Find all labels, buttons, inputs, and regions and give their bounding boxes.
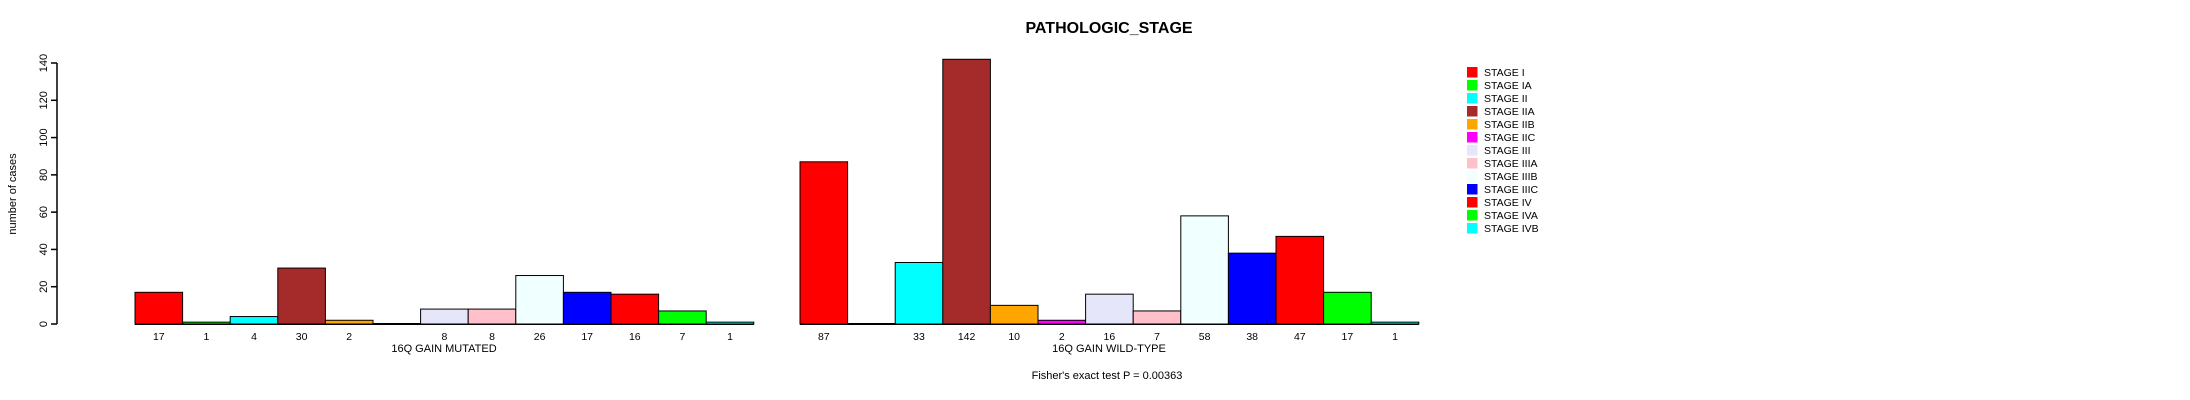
- bar-16q-gain-wild-type-stage-iv: [1275, 235, 1325, 325]
- legend-swatch-stage-iia: [1467, 106, 1478, 117]
- bar-16q-gain-mutated-stage-iii: [420, 308, 469, 325]
- bar-16q-gain-wild-type-stage-iiia: [1132, 310, 1182, 325]
- bar-count-16q-gain-wild-type-stage-iia: 142: [958, 331, 976, 343]
- legend-swatch-stage-i: [1467, 67, 1478, 78]
- bar-count-16q-gain-mutated-stage-iii: 8: [441, 331, 447, 343]
- bar-count-16q-gain-wild-type-stage-iiia: 7: [1154, 331, 1160, 343]
- legend-swatch-stage-iva: [1467, 210, 1478, 221]
- bar-16q-gain-wild-type-stage-iiic: [1227, 252, 1277, 325]
- legend-label-stage-i: STAGE I: [1484, 67, 1525, 79]
- y-tick-label: 40: [38, 243, 50, 255]
- bar-count-16q-gain-wild-type-stage-iic: 2: [1059, 331, 1065, 343]
- legend-label-stage-iia: STAGE IIA: [1484, 106, 1535, 118]
- bar-16q-gain-wild-type-stage-iic: [1037, 319, 1087, 325]
- bar-count-16q-gain-mutated-stage-ivb: 1: [727, 331, 733, 343]
- y-tick-label: 100: [38, 128, 50, 146]
- legend-swatch-stage-ia: [1467, 80, 1478, 91]
- y-axis-label: number of cases: [7, 153, 19, 235]
- bar-16q-gain-wild-type-stage-iia: [942, 58, 991, 325]
- bar-count-16q-gain-mutated-stage-iva: 7: [679, 331, 685, 343]
- bar-count-16q-gain-wild-type-stage-i: 87: [818, 331, 830, 343]
- bar-16q-gain-wild-type-stage-ii: [894, 261, 944, 325]
- group-label-mutated: 16Q GAIN MUTATED: [391, 343, 496, 355]
- y-tick-label: 60: [38, 206, 50, 218]
- chart-title: PATHOLOGIC_STAGE: [1025, 20, 1192, 37]
- legend-label-stage-ivb: STAGE IVB: [1484, 223, 1539, 235]
- bar-count-16q-gain-mutated-stage-ia: 1: [203, 331, 209, 343]
- bar-count-16q-gain-wild-type-stage-ivb: 1: [1392, 331, 1398, 343]
- group-label-wild-type: 16Q GAIN WILD-TYPE: [1052, 343, 1166, 355]
- bar-16q-gain-wild-type-stage-iib: [989, 304, 1039, 325]
- bar-16q-gain-mutated-stage-ii: [229, 316, 279, 325]
- bar-16q-gain-wild-type-stage-ivb: [1370, 321, 1420, 325]
- legend-swatch-stage-iiia: [1467, 158, 1478, 169]
- legend-swatch-stage-iii: [1467, 145, 1478, 156]
- bar-count-16q-gain-wild-type-stage-iiic: 38: [1246, 331, 1258, 343]
- bar-count-16q-gain-wild-type-stage-iv: 47: [1294, 331, 1306, 343]
- legend-label-stage-ia: STAGE IA: [1484, 80, 1532, 92]
- legend-label-stage-iib: STAGE IIB: [1484, 119, 1535, 131]
- bar-count-16q-gain-wild-type-stage-iiib: 58: [1199, 331, 1211, 343]
- legend-swatch-stage-ivb: [1467, 223, 1478, 234]
- bar-16q-gain-mutated-stage-iiib: [515, 275, 564, 325]
- legend-label-stage-iic: STAGE IIC: [1484, 132, 1536, 144]
- bar-16q-gain-mutated-stage-iiic: [562, 291, 612, 325]
- bar-16q-gain-wild-type-stage-iii: [1085, 293, 1134, 325]
- legend-swatch-stage-iib: [1467, 119, 1478, 130]
- legend-label-stage-iiic: STAGE IIIC: [1484, 184, 1538, 196]
- bar-16q-gain-mutated-stage-iib: [324, 319, 374, 325]
- bar-count-16q-gain-mutated-stage-ii: 4: [251, 331, 257, 343]
- y-tick-label: 0: [38, 321, 50, 327]
- bar-16q-gain-mutated-stage-iiia: [467, 308, 517, 325]
- bar-count-16q-gain-wild-type-stage-iva: 17: [1342, 331, 1354, 343]
- fisher-test-annotation: Fisher's exact test P = 0.00363: [1032, 370, 1183, 382]
- legend-swatch-stage-iic: [1467, 132, 1478, 143]
- bar-16q-gain-mutated-stage-ia: [182, 321, 231, 325]
- legend-swatch-stage-iiic: [1467, 184, 1478, 195]
- bar-count-16q-gain-mutated-stage-i: 17: [153, 331, 165, 343]
- legend-swatch-stage-iiib: [1467, 171, 1478, 182]
- bar-16q-gain-wild-type-stage-iiib: [1180, 215, 1229, 325]
- bar-count-16q-gain-mutated-stage-iv: 16: [629, 331, 641, 343]
- bar-count-16q-gain-mutated-stage-iia: 30: [296, 331, 308, 343]
- legend-label-stage-iiia: STAGE IIIA: [1484, 158, 1537, 170]
- legend-swatch-stage-ii: [1467, 93, 1478, 104]
- legend-label-stage-iiib: STAGE IIIB: [1484, 171, 1537, 183]
- y-tick-label: 20: [38, 281, 50, 293]
- bar-count-16q-gain-wild-type-stage-iii: 16: [1104, 331, 1116, 343]
- legend-label-stage-iv: STAGE IV: [1484, 197, 1532, 209]
- y-tick-label: 120: [38, 91, 50, 109]
- legend-label-stage-iva: STAGE IVA: [1484, 210, 1538, 222]
- bar-count-16q-gain-mutated-stage-iiia: 8: [489, 331, 495, 343]
- bar-16q-gain-mutated-stage-iva: [658, 310, 707, 325]
- bar-count-16q-gain-mutated-stage-iiib: 26: [534, 331, 546, 343]
- bar-16q-gain-mutated-stage-ivb: [705, 321, 755, 325]
- bar-16q-gain-wild-type-stage-iva: [1323, 291, 1372, 325]
- bar-count-16q-gain-mutated-stage-iib: 2: [346, 331, 352, 343]
- bar-count-16q-gain-mutated-stage-iiic: 17: [581, 331, 593, 343]
- bar-16q-gain-mutated-stage-iv: [610, 293, 660, 325]
- y-axis: 0 20 40 60 80 100 120 140: [38, 54, 58, 327]
- bar-16q-gain-mutated-stage-iia: [277, 267, 326, 325]
- bar-16q-gain-mutated-stage-i: [134, 291, 184, 325]
- legend-label-stage-iii: STAGE III: [1484, 145, 1530, 157]
- y-tick-label: 140: [38, 54, 50, 72]
- bars-layer: 17 1 4 30 2 8 8 26 17 16 7 1 87 33 142 10 2 16 7 58 38 47 17 1: [134, 58, 1420, 343]
- legend-swatch-stage-iv: [1467, 197, 1478, 208]
- bar-16q-gain-wild-type-stage-i: [799, 161, 849, 325]
- bar-count-16q-gain-wild-type-stage-ii: 33: [913, 331, 925, 343]
- y-tick-label: 80: [38, 169, 50, 181]
- legend-label-stage-ii: STAGE II: [1484, 93, 1528, 105]
- bar-count-16q-gain-wild-type-stage-iib: 10: [1008, 331, 1020, 343]
